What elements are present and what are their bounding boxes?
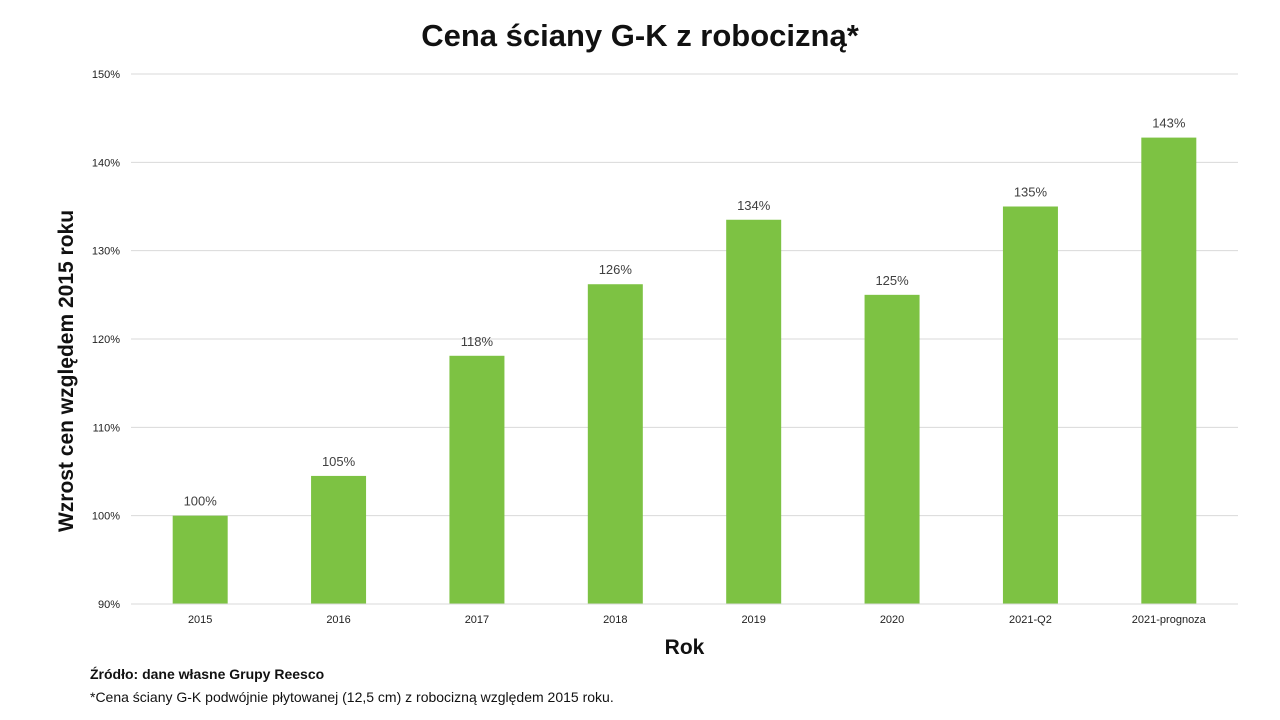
x-tick-label: 2016: [326, 614, 350, 626]
bar: [311, 475, 367, 604]
y-tick-label: 120%: [92, 334, 120, 346]
x-tick-label: 2017: [465, 614, 489, 626]
y-axis-title: Wzrost cen względem 2015 roku: [55, 210, 78, 532]
bar: [1141, 137, 1197, 604]
data-label: 118%: [461, 334, 494, 349]
bar: [172, 515, 228, 604]
bar: [1002, 206, 1058, 604]
data-label: 105%: [322, 454, 356, 469]
data-label: 135%: [1014, 185, 1048, 200]
y-tick-label: 90%: [98, 599, 120, 611]
data-label: 125%: [875, 273, 909, 288]
y-tick-label: 140%: [92, 157, 120, 169]
data-label: 143%: [1152, 116, 1186, 131]
footnote: *Cena ściany G-K podwójnie płytowanej (1…: [90, 689, 614, 705]
y-tick-label: 110%: [93, 422, 121, 434]
data-labels: 100% 105% 118% 126% 134% 125% 135% 143%: [184, 116, 1186, 509]
gridlines: [131, 73, 1238, 605]
data-label: 100%: [184, 494, 218, 509]
x-axis-title: Rok: [665, 636, 705, 659]
x-tick-label: 2021-prognoza: [1132, 614, 1207, 626]
bar: [864, 294, 920, 604]
data-label: 134%: [737, 198, 771, 213]
x-tick-label: 2019: [741, 614, 765, 626]
y-tick-label: 130%: [92, 246, 120, 258]
x-axis-ticks: 2015 2016 2017 2018 2019 2020 2021-Q2 2021-prog…: [188, 614, 1207, 626]
y-tick-label: 150%: [92, 69, 120, 81]
data-label: 126%: [599, 262, 633, 277]
bars: [172, 137, 1197, 604]
x-tick-label: 2018: [603, 614, 627, 626]
source-note: Źródło: dane własne Grupy Reesco: [90, 666, 325, 682]
y-tick-label: 100%: [92, 511, 120, 523]
chart-title: Cena ściany G-K z robocizną*: [421, 18, 859, 53]
x-tick-label: 2015: [188, 614, 212, 626]
bar: [587, 284, 643, 604]
y-axis-ticks: 90% 100% 110% 120% 130% 140% 150%: [92, 69, 120, 611]
x-tick-label: 2020: [880, 614, 904, 626]
x-tick-label: 2021-Q2: [1009, 614, 1052, 626]
bar: [726, 219, 782, 604]
bar: [449, 355, 505, 604]
